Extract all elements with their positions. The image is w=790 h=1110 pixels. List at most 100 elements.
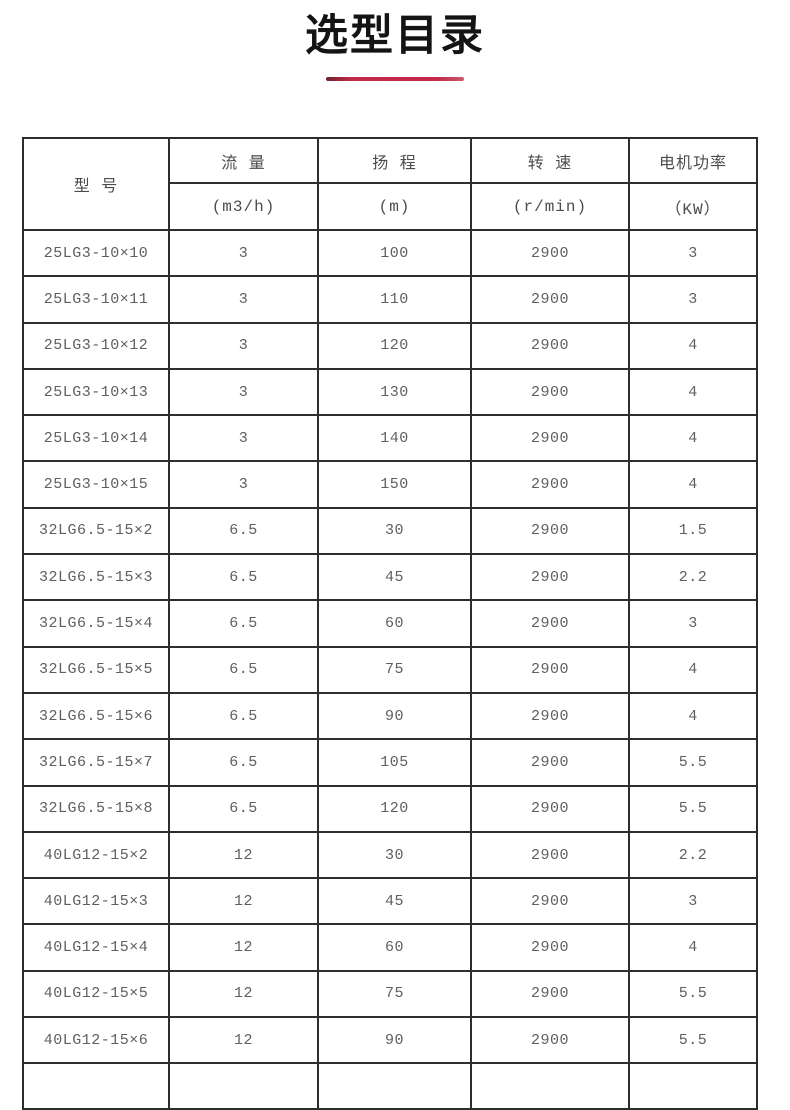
page: { "title": "选型目录", "accent_color": "#c12… <box>22 12 758 1110</box>
head-cell: 60 <box>317 923 472 972</box>
speed-cell: 2900 <box>470 645 630 694</box>
table-row: 25LG3-10×10 3 100 2900 3 <box>22 228 758 278</box>
power-cell: 5.5 <box>628 1016 758 1065</box>
flow-cell: 6.5 <box>168 645 319 694</box>
model-cell: 25LG3-10×12 <box>22 321 170 370</box>
table-row: 40LG12-15×6 12 90 2900 5.5 <box>22 1016 758 1065</box>
head-cell: 75 <box>317 645 472 694</box>
power-cell: 3 <box>628 275 758 324</box>
col-header-power: 电机功率 <box>628 137 758 184</box>
power-cell: 2.2 <box>628 830 758 880</box>
speed-cell: 2900 <box>470 275 630 324</box>
model-cell: 25LG3-10×10 <box>22 228 170 278</box>
table-row: 40LG12-15×5 12 75 2900 5.5 <box>22 969 758 1019</box>
flow-cell: 3 <box>168 460 319 509</box>
speed-cell: 2900 <box>470 969 630 1019</box>
speed-cell: 2900 <box>470 228 630 278</box>
table-row: 25LG3-10×11 3 110 2900 3 <box>22 275 758 324</box>
model-cell: 32LG6.5-15×4 <box>22 599 170 648</box>
speed-cell: 2900 <box>470 506 630 556</box>
col-unit-power: （KW） <box>628 182 758 231</box>
header-row-labels: 型 号 流 量 扬 程 转 速 电机功率 <box>22 137 758 231</box>
model-cell: 40LG12-15×2 <box>22 830 170 880</box>
flow-cell: 3 <box>168 414 319 463</box>
head-cell: 45 <box>317 553 472 602</box>
table-row: 32LG6.5-15×8 6.5 120 2900 5.5 <box>22 784 758 833</box>
speed-cell: 2900 <box>470 923 630 972</box>
speed-cell: 2900 <box>470 738 630 787</box>
selection-table: 型 号 流 量 扬 程 转 速 电机功率 (m3/h) (m) (r/min) … <box>22 137 758 1110</box>
table-body: 25LG3-10×10 3 100 2900 3 25LG3-10×11 3 110 2900 3… <box>22 228 758 1110</box>
table-row: 32LG6.5-15×2 6.5 30 2900 1.5 <box>22 506 758 556</box>
model-cell: 25LG3-10×15 <box>22 460 170 509</box>
head-cell: 140 <box>317 414 472 463</box>
power-cell: 4 <box>628 321 758 370</box>
head-cell <box>317 1062 472 1110</box>
speed-cell <box>470 1062 630 1110</box>
table-row: 32LG6.5-15×4 6.5 60 2900 3 <box>22 599 758 648</box>
speed-cell: 2900 <box>470 599 630 648</box>
head-cell: 90 <box>317 1016 472 1065</box>
flow-cell: 3 <box>168 367 319 417</box>
power-cell: 1.5 <box>628 506 758 556</box>
speed-cell: 2900 <box>470 321 630 370</box>
speed-cell: 2900 <box>470 367 630 417</box>
power-cell: 5.5 <box>628 738 758 787</box>
speed-cell: 2900 <box>470 830 630 880</box>
model-cell: 32LG6.5-15×3 <box>22 553 170 602</box>
flow-cell: 3 <box>168 275 319 324</box>
head-cell: 30 <box>317 506 472 556</box>
model-cell: 32LG6.5-15×6 <box>22 691 170 741</box>
power-cell: 4 <box>628 367 758 417</box>
catalog-table-container: 型 号 流 量 扬 程 转 速 电机功率 (m3/h) (m) (r/min) … <box>22 137 758 1110</box>
model-cell: 40LG12-15×3 <box>22 877 170 926</box>
col-header-model: 型 号 <box>22 137 170 231</box>
power-cell <box>628 1062 758 1110</box>
flow-cell: 3 <box>168 321 319 370</box>
speed-cell: 2900 <box>470 553 630 602</box>
flow-cell: 6.5 <box>168 506 319 556</box>
col-header-head: 扬 程 <box>317 137 472 184</box>
model-cell: 32LG6.5-15×8 <box>22 784 170 833</box>
table-row: 40LG12-15×3 12 45 2900 3 <box>22 877 758 926</box>
flow-cell: 12 <box>168 923 319 972</box>
head-cell: 100 <box>317 228 472 278</box>
power-cell: 5.5 <box>628 784 758 833</box>
table-row: 40LG12-15×4 12 60 2900 4 <box>22 923 758 972</box>
model-cell <box>22 1062 170 1110</box>
page-title: 选型目录 <box>305 12 485 60</box>
table-row: 40LG12-15×2 12 30 2900 2.2 <box>22 830 758 880</box>
table-row: 25LG3-10×15 3 150 2900 4 <box>22 460 758 509</box>
power-cell: 4 <box>628 691 758 741</box>
power-cell: 3 <box>628 228 758 278</box>
power-cell: 2.2 <box>628 553 758 602</box>
speed-cell: 2900 <box>470 691 630 741</box>
flow-cell <box>168 1062 319 1110</box>
flow-cell: 12 <box>168 877 319 926</box>
model-cell: 32LG6.5-15×5 <box>22 645 170 694</box>
table-row: 32LG6.5-15×6 6.5 90 2900 4 <box>22 691 758 741</box>
head-cell: 120 <box>317 321 472 370</box>
model-cell: 40LG12-15×5 <box>22 969 170 1019</box>
model-cell: 25LG3-10×11 <box>22 275 170 324</box>
flow-cell: 6.5 <box>168 553 319 602</box>
flow-cell: 6.5 <box>168 691 319 741</box>
speed-cell: 2900 <box>470 877 630 926</box>
power-cell: 4 <box>628 645 758 694</box>
head-cell: 105 <box>317 738 472 787</box>
flow-cell: 12 <box>168 830 319 880</box>
col-unit-flow: (m3/h) <box>168 182 319 231</box>
head-cell: 130 <box>317 367 472 417</box>
header-row-units: (m3/h) (m) (r/min) （KW） <box>23 182 758 231</box>
flow-cell: 6.5 <box>168 599 319 648</box>
head-cell: 30 <box>317 830 472 880</box>
model-cell: 40LG12-15×4 <box>22 923 170 972</box>
power-cell: 4 <box>628 923 758 972</box>
speed-cell: 2900 <box>470 784 630 833</box>
speed-cell: 2900 <box>470 460 630 509</box>
title-underline-accent <box>326 76 464 81</box>
head-cell: 45 <box>317 877 472 926</box>
table-row: 32LG6.5-15×5 6.5 75 2900 4 <box>22 645 758 694</box>
head-cell: 75 <box>317 969 472 1019</box>
table-row: 32LG6.5-15×3 6.5 45 2900 2.2 <box>22 553 758 602</box>
